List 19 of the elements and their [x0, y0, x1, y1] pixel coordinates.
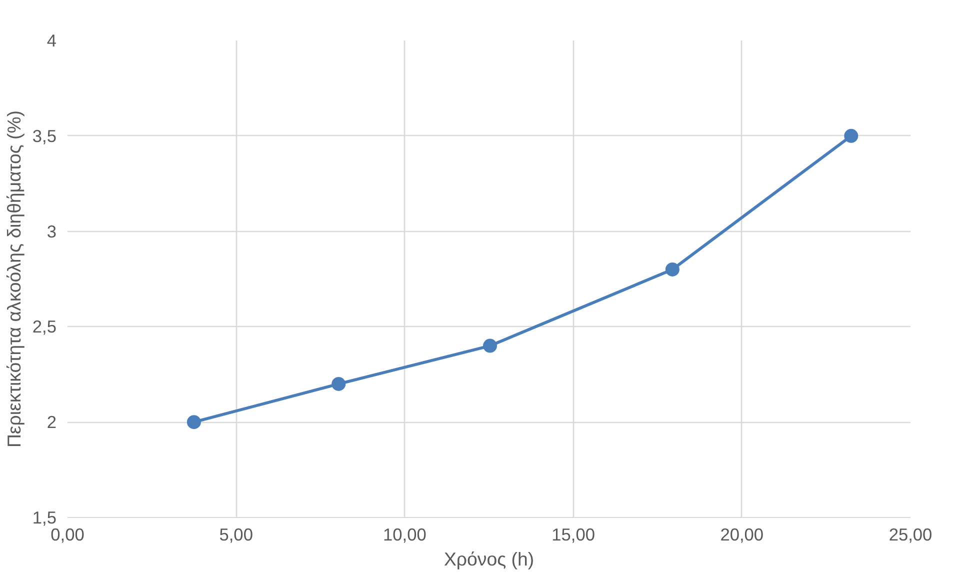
y-tick-label: 3	[46, 221, 57, 242]
y-tick-label: 3,5	[32, 126, 57, 146]
point	[665, 262, 680, 276]
y-tick-label: 4	[46, 30, 57, 50]
point	[186, 415, 201, 430]
x-tick-label: 20,00	[720, 524, 764, 544]
point	[483, 338, 498, 353]
x-axis-title: Χρόνος (h)	[444, 548, 534, 570]
y-axis-title: Περιεκτικότητα αλκοόλης διηθήματος (%)	[3, 110, 24, 448]
x-tick-label: 10,00	[383, 524, 426, 544]
x-tick-label: 0,00	[50, 524, 84, 544]
x-tick-label: 25,00	[888, 524, 932, 544]
x-tick-label: 5,00	[219, 524, 253, 544]
x-tick-label: 15,00	[552, 524, 595, 544]
y-tick-label: 1,5	[32, 508, 57, 528]
y-tick-label: 2	[46, 412, 57, 432]
point	[332, 376, 346, 391]
point	[844, 128, 858, 143]
y-tick-label: 2,5	[32, 316, 57, 337]
